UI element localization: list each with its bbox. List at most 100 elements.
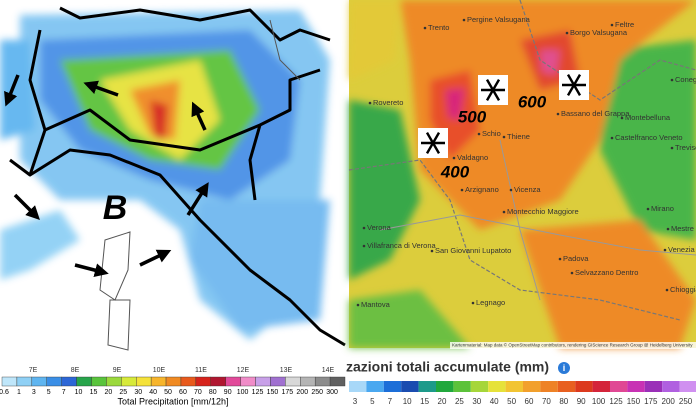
colorbar-cell: [285, 376, 301, 387]
colorbar-cell: [592, 381, 610, 392]
colorbar-cell: [31, 376, 47, 387]
colorbar-label: 70: [542, 397, 551, 406]
colorbar-label: 20: [104, 389, 112, 396]
place-dot: [452, 156, 456, 160]
colorbar-label: 125: [252, 389, 264, 396]
place-label: Valdagno: [457, 153, 488, 162]
place-dot: [471, 301, 475, 305]
colorbar-label: 30: [472, 397, 481, 406]
place-dot: [462, 18, 466, 22]
colorbar-label: 7: [62, 389, 66, 396]
place-label: San Giovanni Lupatoto: [435, 246, 511, 255]
colorbar-cell: [91, 376, 107, 387]
svg-text:i: i: [563, 363, 566, 373]
place-label: Bassano del Grappa: [561, 109, 630, 118]
place-label: Thiene: [507, 132, 530, 141]
place-dot: [620, 116, 624, 120]
colorbar-label: 60: [179, 389, 187, 396]
colorbar-cell: [210, 376, 226, 387]
place-dot: [356, 303, 360, 307]
longitude-label: 14E: [322, 367, 335, 374]
place-dot: [663, 248, 667, 252]
place-dot: [423, 26, 427, 30]
colorbar-cell: [523, 381, 541, 392]
place-label: Montebelluna: [625, 113, 671, 122]
right-map: Trento Pergine Valsugana Rovereto Borgo Val…: [346, 0, 696, 375]
longitude-label: 7E: [29, 367, 38, 374]
snow-total: 500: [458, 107, 487, 126]
place-dot: [665, 288, 669, 292]
colorbar-cell: [662, 381, 680, 392]
colorbar-label: 250: [679, 397, 693, 406]
place-label: Schio: [482, 129, 501, 138]
colorbar-label: 80: [209, 389, 217, 396]
colorbar-cell: [180, 376, 197, 387]
colorbar-cell: [329, 376, 346, 387]
colorbar-label: 3: [353, 397, 358, 406]
place-label: Venezia: [668, 245, 696, 254]
colorbar-cell: [644, 381, 663, 392]
colorbar-label: 15: [90, 389, 98, 396]
colorbar-cell: [46, 376, 62, 387]
info-icon[interactable]: [558, 362, 570, 374]
place-dot: [646, 207, 650, 211]
colorbar-cell: [76, 376, 92, 387]
colorbar-label: 25: [455, 397, 464, 406]
place-label: Vicenza: [514, 185, 541, 194]
left-map: B: [0, 0, 346, 408]
place-label: Mirano: [651, 204, 674, 213]
colorbar-label: 90: [577, 397, 586, 406]
colorbar-cell: [627, 381, 645, 392]
place-label: Rovereto: [373, 98, 403, 107]
place-dot: [670, 146, 674, 150]
colorbar-label: 40: [490, 397, 499, 406]
colorbar-cell: [557, 381, 576, 392]
colorbar-cell: [106, 376, 122, 387]
map-attribution: Kartenmaterial: Map data © OpenStreetMap…: [452, 342, 693, 348]
low-pressure-label: B: [103, 189, 128, 227]
colorbar-label: 25: [119, 389, 127, 396]
place-dot: [565, 31, 569, 35]
place-dot: [477, 132, 481, 136]
colorbar-cell: [300, 376, 316, 387]
place-dot: [460, 188, 464, 192]
colorbar-cell: [136, 376, 152, 387]
snow-total: 600: [518, 92, 547, 111]
place-dot: [610, 23, 614, 27]
place-label: Legnago: [476, 298, 505, 307]
longitude-label: 12E: [237, 367, 250, 374]
place-label: Chioggia: [670, 285, 696, 294]
colorbar-cell: [505, 381, 523, 392]
colorbar-cell: [418, 381, 436, 392]
place-dot: [666, 227, 670, 231]
place-dot: [556, 112, 560, 116]
place-label: Verona: [367, 223, 392, 232]
colorbar-cell: [150, 376, 167, 387]
colorbar-cell: [270, 376, 286, 387]
colorbar-cell: [383, 381, 402, 392]
place-label: Trento: [428, 23, 449, 32]
colorbar-cell: [453, 381, 471, 392]
colorbar-label: 200: [662, 397, 676, 406]
colorbar-label: 3: [32, 389, 36, 396]
place-label: Treviso: [675, 143, 696, 152]
colorbar-cell: [401, 381, 419, 392]
colorbar-label: 50: [164, 389, 172, 396]
colorbar-label: 60: [525, 397, 534, 406]
place-label: Montecchio Maggiore: [507, 207, 579, 216]
colorbar-label: 5: [370, 397, 375, 406]
colorbar-label: 15: [420, 397, 429, 406]
colorbar-label: 100: [237, 389, 249, 396]
colorbar-label: 80: [559, 397, 568, 406]
colorbar-label: 0.6: [0, 389, 9, 396]
colorbar-cell: [195, 376, 211, 387]
place-label: Conegliano: [675, 75, 696, 84]
place-dot: [502, 135, 506, 139]
colorbar-cell: [1, 376, 18, 387]
place-dot: [430, 249, 434, 253]
colorbar-label: 150: [267, 389, 279, 396]
colorbar-cell: [255, 376, 271, 387]
colorbar-cell: [349, 381, 367, 392]
colorbar-cell: [165, 376, 182, 387]
